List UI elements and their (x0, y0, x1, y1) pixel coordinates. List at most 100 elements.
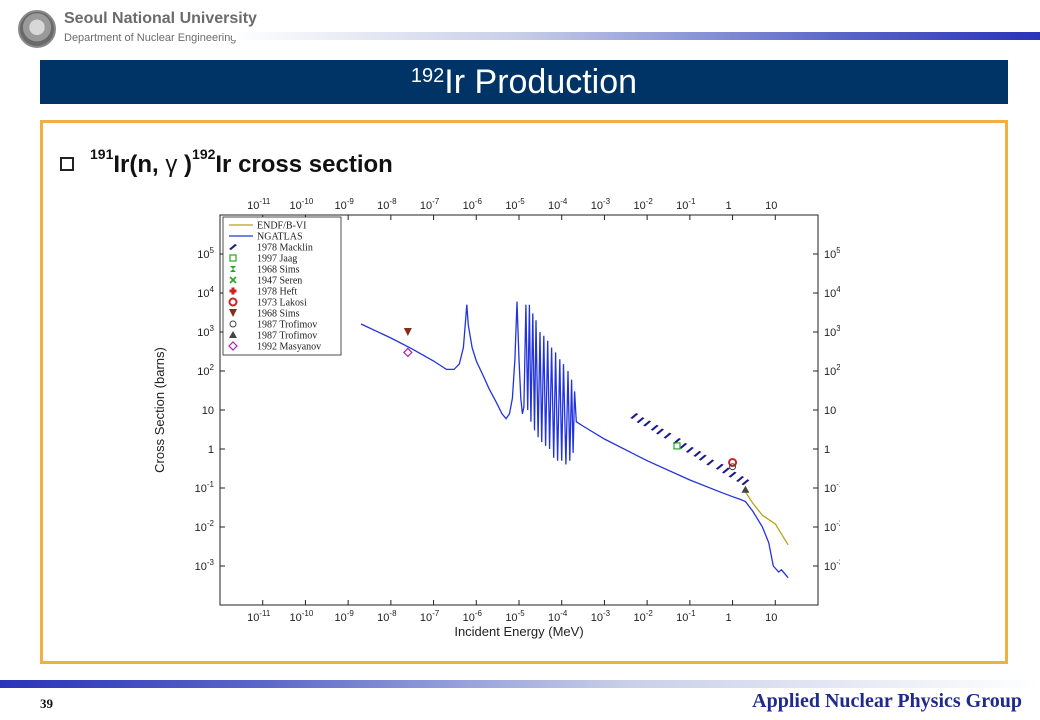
marker-macklin (650, 424, 659, 431)
marker-macklin (643, 420, 652, 427)
marker-trofimov-circle (229, 320, 237, 328)
marker-heft (229, 287, 237, 295)
marker-sims (230, 266, 236, 272)
x-tick-label-bottom: 10-6 (463, 609, 483, 624)
marker-sims-1968 (403, 328, 412, 336)
legend-label: NGATLAS (257, 232, 303, 243)
x-tick-label-top: 10-8 (377, 197, 397, 212)
x-tick-label-top: 10-7 (420, 197, 440, 212)
university-logo: Seoul National University Department of … (14, 8, 257, 50)
x-tick-label-top: 10-4 (548, 197, 568, 212)
x-tick-label-bottom: 10-11 (247, 609, 271, 624)
x-tick-label-bottom: 10-2 (633, 609, 653, 624)
x-tick-label-top: 10-5 (505, 197, 525, 212)
series-line-ngatlas (360, 301, 789, 579)
x-tick-label-top: 10-10 (290, 197, 314, 212)
x-tick-label-bottom: 10-10 (290, 609, 314, 624)
x-tick-label-top: 10-1 (676, 197, 696, 212)
title-superscript: 192 (410, 64, 445, 87)
marker-masyanov (228, 341, 238, 351)
slide-title: 192 Ir Production (40, 60, 1008, 104)
marker-masyanov (403, 347, 413, 358)
legend-label: 1987 Trofimov (257, 320, 317, 331)
y-tick-label-left: 104 (197, 285, 214, 300)
y-tick-label-right: 104 (824, 285, 840, 300)
marker-macklin (685, 446, 694, 453)
marker-jaag (229, 254, 237, 262)
department-name: Department of Nuclear Engineering (64, 32, 237, 44)
axis-ticks: 10-1110-1110-1010-1010-910-910-810-810-7… (195, 197, 840, 624)
marker-macklin (721, 467, 730, 474)
y-tick-label-right: 10-3 (824, 558, 840, 573)
page-number: 39 (40, 696, 53, 711)
x-tick-label-bottom: 10-3 (591, 609, 611, 624)
marker-macklin (741, 479, 750, 486)
legend-label: 1968 Sims (257, 309, 300, 320)
marker-trofimov-triangle (229, 331, 237, 338)
bullet-sup-product: 192 (192, 145, 216, 162)
bullet-part-1: Ir(n, (113, 150, 166, 178)
legend-label: 1968 Sims (257, 265, 300, 276)
marker-macklin (630, 413, 639, 420)
marker-macklin (679, 442, 688, 449)
y-tick-label-right: 10 (824, 405, 836, 417)
bullet-part-3: Ir cross section (215, 150, 393, 178)
marker-trofimov-circle (729, 463, 737, 471)
cross-section-chart: 10-1110-1110-1010-1010-910-910-810-810-7… (152, 197, 840, 639)
bullet-square-icon (60, 157, 74, 171)
legend-box (222, 216, 342, 356)
university-seal-icon (18, 10, 56, 48)
marker-macklin (698, 454, 707, 461)
university-name: Seoul National University (64, 10, 257, 27)
x-tick-label-top: 10 (765, 200, 777, 212)
marker-sims-1968 (229, 309, 237, 317)
x-tick-label-bottom: 10-4 (548, 609, 568, 624)
x-tick-label-top: 10-9 (334, 197, 354, 212)
x-axis-label: Incident Energy (MeV) (454, 624, 583, 639)
marker-trofimov-triangle (741, 485, 750, 493)
legend-label: ENDF/B-VI (257, 221, 306, 232)
x-tick-label-top: 10-2 (633, 197, 653, 212)
x-tick-label-top: 1 (726, 200, 732, 212)
marker-macklin (715, 463, 724, 470)
y-tick-label-left: 103 (197, 324, 214, 339)
legend-label: 1987 Trofimov (257, 331, 317, 342)
x-tick-label-top: 10-11 (247, 197, 271, 212)
bullet-sup-target: 191 (90, 145, 114, 162)
y-tick-label-right: 102 (824, 363, 840, 378)
bullet-text: 191Ir(n, γ )192Ir cross section (90, 146, 393, 179)
marker-macklin (706, 459, 715, 466)
legend-label: 1978 Macklin (257, 243, 313, 254)
x-tick-label-bottom: 1 (726, 612, 732, 624)
x-tick-label-bottom: 10 (765, 612, 777, 624)
x-tick-label-bottom: 10-5 (505, 609, 525, 624)
x-tick-label-bottom: 10-1 (676, 609, 696, 624)
series-line-endf-b-vi (744, 491, 789, 546)
x-tick-label-top: 10-6 (463, 197, 483, 212)
x-tick-label-bottom: 10-8 (377, 609, 397, 624)
y-tick-label-right: 103 (824, 324, 840, 339)
y-tick-label-left: 1 (208, 444, 214, 456)
marker-macklin (728, 471, 737, 478)
series-markers (403, 328, 750, 493)
y-tick-label-left: 10-1 (195, 480, 215, 495)
y-tick-label-right: 10-1 (824, 480, 840, 495)
title-text: Ir Production (444, 62, 638, 101)
footer-divider (0, 680, 1040, 688)
y-tick-label-left: 10-3 (195, 558, 215, 573)
x-tick-label-top: 10-3 (591, 197, 611, 212)
y-tick-label-right: 105 (824, 246, 840, 261)
series-lines (360, 301, 789, 579)
legend-label: 1973 Lakosi (257, 298, 307, 309)
marker-lakosi (728, 458, 738, 468)
legend-label: 1997 Jaag (257, 254, 297, 265)
y-tick-label-right: 10-2 (824, 519, 840, 534)
header-divider (232, 32, 1040, 40)
marker-macklin (736, 476, 745, 483)
marker-jaag (673, 442, 681, 450)
group-name: Applied Nuclear Physics Group (752, 690, 1022, 712)
y-tick-label-left: 10 (202, 405, 214, 417)
y-tick-label-left: 102 (197, 363, 214, 378)
marker-macklin (229, 244, 237, 250)
